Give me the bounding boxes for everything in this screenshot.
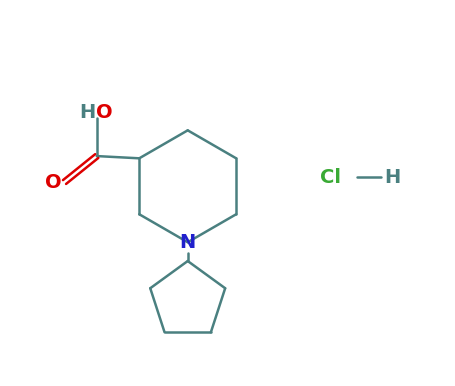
Text: H: H xyxy=(79,103,95,122)
Text: H: H xyxy=(384,168,400,187)
Text: O: O xyxy=(96,103,113,122)
Text: O: O xyxy=(45,173,61,191)
Text: Cl: Cl xyxy=(319,168,340,187)
Text: N: N xyxy=(179,233,195,252)
